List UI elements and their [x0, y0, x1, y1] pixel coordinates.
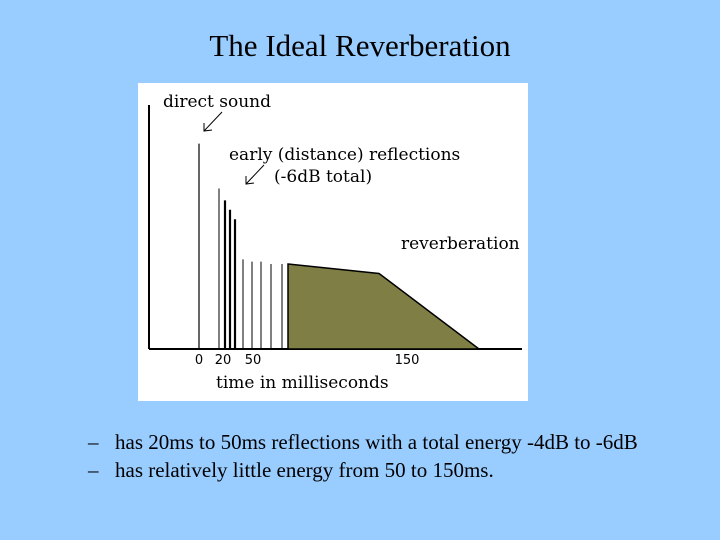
- early-reflections-total-label: (-6dB total): [274, 167, 372, 187]
- early-reflections-arrow-icon: [245, 164, 265, 185]
- slide-title: The Ideal Reverberation: [209, 28, 511, 63]
- bullet-list: – has 20ms to 50ms reflections with a tot…: [88, 430, 688, 486]
- reverberation-diagram: direct sound early (distance) reflection…: [138, 83, 528, 401]
- bullet-item: – has relatively little energy from 50 to…: [88, 458, 688, 482]
- bullet-marker: –: [88, 458, 99, 482]
- tick-label: 0: [195, 353, 203, 368]
- impulse-lines: [198, 143, 283, 349]
- reverberation-label: reverberation: [401, 234, 520, 254]
- tick-label: 50: [245, 353, 262, 368]
- x-axis-tick-labels: 0 20 50 150: [195, 353, 420, 368]
- tick-label: 20: [215, 353, 232, 368]
- bullet-marker: –: [88, 430, 99, 454]
- bullet-item: – has 20ms to 50ms reflections with a tot…: [88, 430, 688, 454]
- direct-sound-arrow-icon: [203, 111, 223, 132]
- x-axis-title: time in milliseconds: [216, 373, 389, 393]
- bullet-text: has 20ms to 50ms reflections with a tota…: [115, 430, 638, 454]
- direct-sound-label: direct sound: [163, 92, 271, 112]
- tick-label: 150: [395, 353, 420, 368]
- reverb-tail-area: [287, 263, 482, 350]
- early-reflections-label: early (distance) reflections: [229, 145, 460, 165]
- bullet-text: has relatively little energy from 50 to …: [115, 458, 494, 482]
- reverberation-diagram-svg: direct sound early (distance) reflection…: [148, 92, 522, 393]
